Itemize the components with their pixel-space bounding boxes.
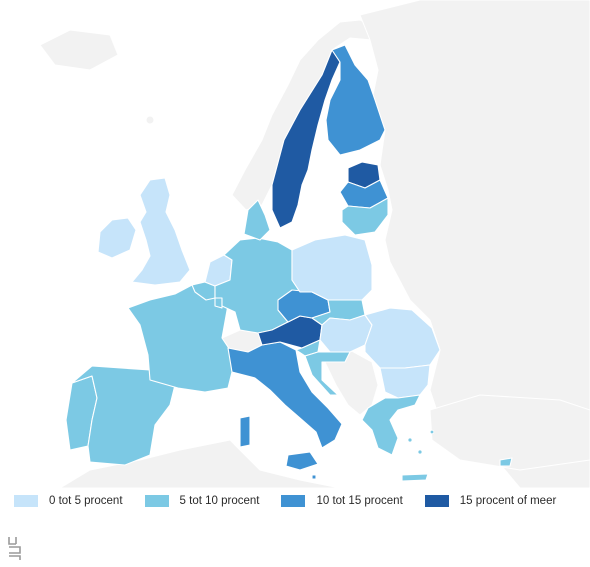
country-slovenia[interactable] [295, 339, 321, 357]
choropleth-map [39, 0, 590, 488]
country-united-kingdom[interactable] [131, 177, 191, 286]
eu-countries [65, 44, 513, 482]
country-luxembourg[interactable] [214, 297, 223, 309]
legend-label: 10 tot 15 procent [316, 495, 403, 507]
legend-item: 15 procent of meer [424, 495, 557, 507]
country-ireland[interactable] [97, 217, 137, 259]
legend-label: 15 procent of meer [459, 495, 557, 507]
country-italy-sicily[interactable] [285, 451, 319, 471]
legend: 0 tot 5 procent 5 tot 10 procent 10 tot … [14, 495, 578, 507]
country-lithuania[interactable] [341, 197, 389, 236]
legend-swatch [14, 495, 38, 507]
legend-item: 0 tot 5 procent [14, 495, 123, 507]
country-bulgaria[interactable] [379, 364, 431, 399]
non-eu-land [39, 0, 590, 488]
country-malta[interactable] [311, 474, 317, 480]
cbs-logo-icon [8, 537, 21, 560]
legend-item: 5 tot 10 procent [144, 495, 260, 507]
legend-label: 5 tot 10 procent [179, 495, 260, 507]
country-finland[interactable] [325, 44, 386, 156]
country-sweden[interactable] [271, 49, 341, 229]
legend-swatch [281, 495, 306, 507]
country-greece-crete[interactable] [401, 473, 429, 482]
country-cyprus[interactable] [499, 457, 513, 467]
country-italy-sardinia[interactable] [239, 415, 251, 448]
country-greece[interactable] [361, 394, 421, 456]
country-croatia[interactable] [304, 351, 351, 396]
legend-label: 0 tot 5 procent [49, 495, 123, 507]
country-poland[interactable] [291, 234, 373, 301]
legend-swatch [424, 495, 449, 507]
map [39, 0, 590, 488]
legend-item: 10 tot 15 procent [281, 495, 403, 507]
small-islands [407, 429, 435, 455]
country-denmark[interactable] [243, 199, 271, 241]
legend-swatch [144, 495, 169, 507]
